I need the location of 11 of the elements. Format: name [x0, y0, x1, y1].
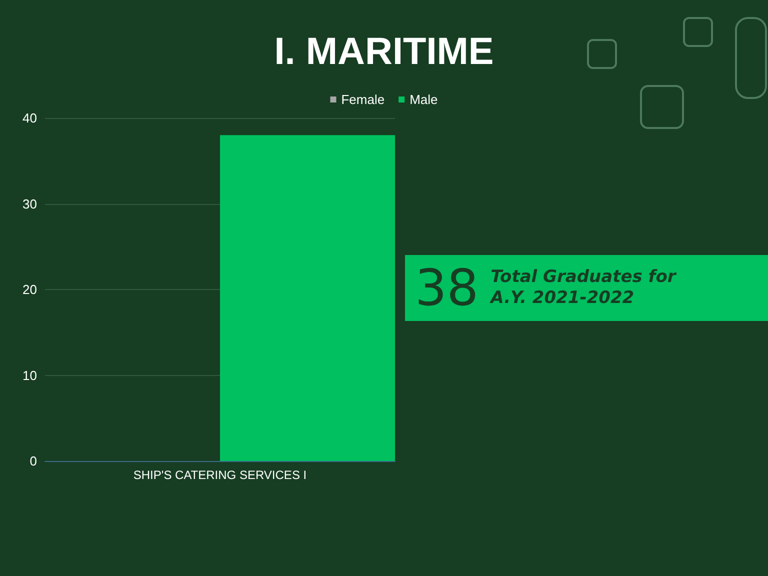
chart-title: I. MARITIME	[274, 31, 494, 73]
legend-label: Male	[410, 92, 438, 107]
text: 38	[415, 259, 479, 317]
x-tick-label: SHIP'S CATERING SERVICES I	[133, 468, 307, 482]
y-tick-label: 40	[22, 110, 37, 126]
y-tick-label: 0	[30, 454, 37, 468]
text: Total Graduates for A.Y. 2021-2022	[490, 267, 678, 309]
y-tick-label: 20	[22, 282, 37, 297]
legend-label: Female	[341, 92, 385, 107]
y-tick-label: 10	[22, 368, 37, 383]
y-tick-label: 30	[22, 196, 37, 212]
